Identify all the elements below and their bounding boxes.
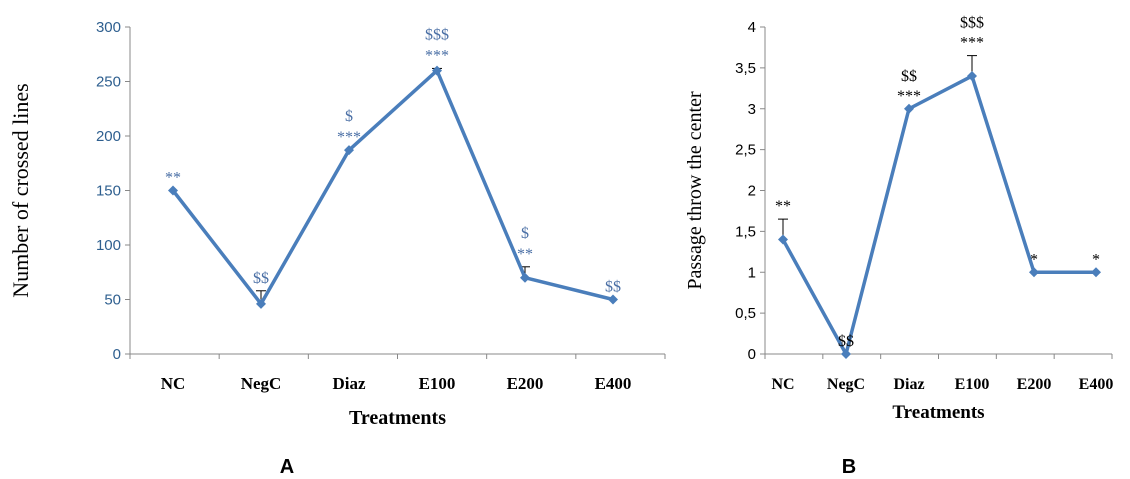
x-axis-title: Treatments bbox=[349, 407, 446, 429]
y-axis-title: Passage throw the center bbox=[684, 91, 706, 290]
data-point-e400 bbox=[1091, 267, 1101, 278]
data-point-e100 bbox=[432, 65, 442, 76]
panel-label: B bbox=[842, 456, 856, 478]
panel-label: A bbox=[280, 456, 294, 478]
significance-label: ** bbox=[775, 198, 791, 215]
significance-label: $ bbox=[521, 225, 529, 242]
data-point-nc bbox=[168, 185, 178, 196]
x-tick-label: NegC bbox=[827, 376, 865, 393]
significance-label: $$ bbox=[901, 68, 917, 85]
data-point-e400 bbox=[608, 294, 618, 305]
x-tick-label: NC bbox=[771, 376, 794, 393]
y-tick-label: 3 bbox=[748, 101, 756, 118]
significance-label: *** bbox=[897, 88, 921, 105]
y-tick-label: 0 bbox=[113, 346, 121, 363]
significance-label: $ bbox=[345, 108, 353, 125]
y-tick-label: 1 bbox=[748, 264, 756, 281]
y-tick-label: 50 bbox=[104, 292, 121, 309]
significance-label: ** bbox=[517, 246, 533, 263]
data-point-diaz bbox=[904, 103, 914, 114]
x-tick-label: E400 bbox=[1079, 376, 1114, 393]
y-tick-label: 0,5 bbox=[735, 305, 756, 322]
y-axis-title: Number of crossed lines bbox=[8, 83, 33, 297]
significance-label: *** bbox=[425, 47, 449, 64]
x-tick-label: E200 bbox=[507, 374, 544, 393]
significance-label: $$$ bbox=[425, 26, 449, 43]
y-tick-label: 300 bbox=[96, 19, 121, 36]
significance-label: *** bbox=[960, 35, 984, 52]
y-tick-label: 1,5 bbox=[735, 223, 756, 240]
data-point-e200 bbox=[1029, 267, 1039, 278]
series-line bbox=[171, 68, 614, 306]
x-tick-label: E100 bbox=[955, 376, 990, 393]
significance-label: $$ bbox=[605, 279, 621, 296]
significance-label: $$ bbox=[838, 333, 854, 350]
x-tick-label: Diaz bbox=[893, 376, 924, 393]
significance-label: * bbox=[1030, 251, 1038, 268]
significance-label: $$ bbox=[253, 270, 269, 287]
x-tick-label: Diaz bbox=[332, 374, 366, 393]
chart-panel-a: 0 50 100 150 200 250 300 NC NegC Diaz E100 E200 E400… bbox=[8, 19, 666, 478]
x-tick-label: E200 bbox=[1017, 376, 1052, 393]
y-tick-label: 4 bbox=[748, 19, 756, 36]
x-tick-label: E100 bbox=[419, 374, 456, 393]
y-tick-label: 100 bbox=[96, 237, 121, 254]
data-point-negc bbox=[256, 298, 266, 309]
chart-panel-b: 0 0,5 1 1,5 2 2,5 3 3,5 4 NC NegC Diaz E100 E200 E400 *… bbox=[684, 15, 1113, 478]
data-point-e100 bbox=[967, 71, 977, 82]
y-tick-label: 2,5 bbox=[735, 142, 756, 159]
data-point-nc bbox=[778, 234, 788, 245]
y-tick-label: 200 bbox=[96, 128, 121, 145]
significance-label: ** bbox=[165, 170, 181, 187]
data-point-e200 bbox=[520, 272, 530, 283]
y-tick-label: 250 bbox=[96, 74, 121, 91]
x-tick-label: NC bbox=[161, 374, 186, 393]
y-tick-label: 150 bbox=[96, 183, 121, 200]
x-tick-label: NegC bbox=[241, 374, 282, 393]
y-tick-label: 2 bbox=[748, 183, 756, 200]
y-tick-label: 3,5 bbox=[735, 60, 756, 77]
x-tick-label: E400 bbox=[595, 374, 632, 393]
significance-label: *** bbox=[337, 129, 361, 146]
significance-label: $$$ bbox=[960, 15, 984, 32]
y-tick-label: 0 bbox=[748, 346, 756, 363]
significance-label: * bbox=[1092, 251, 1100, 268]
data-point-diaz bbox=[344, 145, 354, 156]
data-point-negc bbox=[841, 349, 851, 359]
x-axis-title: Treatments bbox=[892, 402, 984, 423]
series-line bbox=[781, 74, 1096, 356]
